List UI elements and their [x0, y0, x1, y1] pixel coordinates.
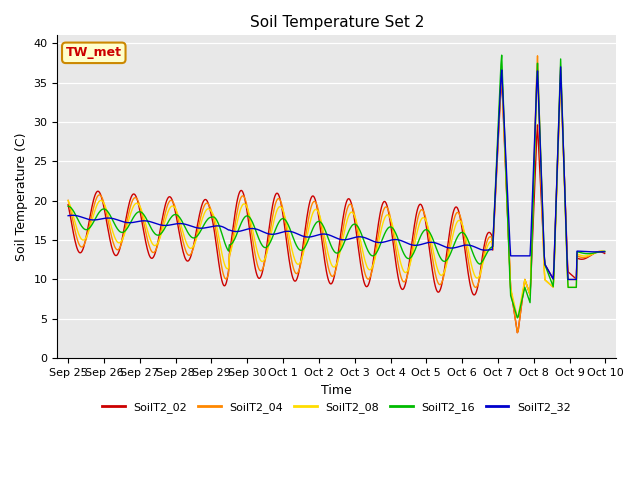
SoilT2_16 — [513, 315, 521, 321]
SoilT2_16 — [417, 232, 425, 238]
SoilT2_02 — [74, 247, 82, 253]
SoilT2_02 — [401, 281, 409, 287]
SoilT2_08 — [498, 68, 506, 73]
SoilT2_04 — [64, 197, 72, 203]
SoilT2_02 — [212, 239, 220, 245]
Legend: SoilT2_02, SoilT2_04, SoilT2_08, SoilT2_16, SoilT2_32: SoilT2_02, SoilT2_04, SoilT2_08, SoilT2_… — [98, 397, 575, 417]
SoilT2_02 — [184, 258, 191, 264]
SoilT2_02 — [601, 251, 609, 256]
SoilT2_32 — [601, 249, 609, 255]
SoilT2_16 — [129, 215, 137, 221]
SoilT2_08 — [601, 249, 609, 254]
X-axis label: Time: Time — [321, 384, 352, 396]
SoilT2_04 — [212, 228, 220, 233]
Line: SoilT2_08: SoilT2_08 — [68, 71, 605, 318]
SoilT2_32 — [184, 222, 191, 228]
Title: Soil Temperature Set 2: Soil Temperature Set 2 — [250, 15, 424, 30]
Line: SoilT2_02: SoilT2_02 — [68, 75, 605, 333]
Text: TW_met: TW_met — [66, 47, 122, 60]
SoilT2_32 — [212, 223, 220, 229]
SoilT2_08 — [184, 242, 191, 248]
SoilT2_16 — [64, 204, 72, 209]
SoilT2_02 — [513, 330, 521, 336]
SoilT2_08 — [74, 229, 82, 235]
SoilT2_32 — [129, 219, 137, 225]
SoilT2_04 — [534, 53, 541, 59]
SoilT2_04 — [417, 207, 425, 213]
SoilT2_08 — [401, 270, 409, 276]
SoilT2_32 — [417, 241, 425, 247]
Line: SoilT2_04: SoilT2_04 — [68, 56, 605, 333]
SoilT2_32 — [564, 276, 572, 282]
SoilT2_04 — [513, 330, 521, 336]
SoilT2_16 — [401, 253, 409, 259]
SoilT2_08 — [513, 315, 521, 321]
SoilT2_08 — [417, 216, 425, 222]
SoilT2_02 — [64, 202, 72, 207]
SoilT2_16 — [498, 52, 506, 58]
SoilT2_32 — [401, 240, 409, 245]
SoilT2_02 — [557, 72, 564, 78]
SoilT2_02 — [129, 192, 137, 197]
SoilT2_32 — [74, 213, 82, 219]
SoilT2_08 — [129, 204, 137, 210]
SoilT2_16 — [601, 249, 609, 254]
SoilT2_08 — [64, 198, 72, 204]
SoilT2_04 — [601, 249, 609, 255]
SoilT2_04 — [129, 197, 137, 203]
SoilT2_04 — [184, 252, 191, 257]
SoilT2_04 — [74, 239, 82, 244]
Line: SoilT2_16: SoilT2_16 — [68, 55, 605, 318]
SoilT2_08 — [212, 220, 220, 226]
SoilT2_32 — [557, 64, 564, 70]
Line: SoilT2_32: SoilT2_32 — [68, 67, 605, 279]
SoilT2_16 — [184, 229, 191, 235]
SoilT2_02 — [417, 202, 425, 207]
SoilT2_16 — [74, 216, 82, 222]
Y-axis label: Soil Temperature (C): Soil Temperature (C) — [15, 132, 28, 261]
SoilT2_04 — [401, 278, 409, 284]
SoilT2_16 — [212, 216, 220, 222]
SoilT2_32 — [64, 213, 72, 218]
